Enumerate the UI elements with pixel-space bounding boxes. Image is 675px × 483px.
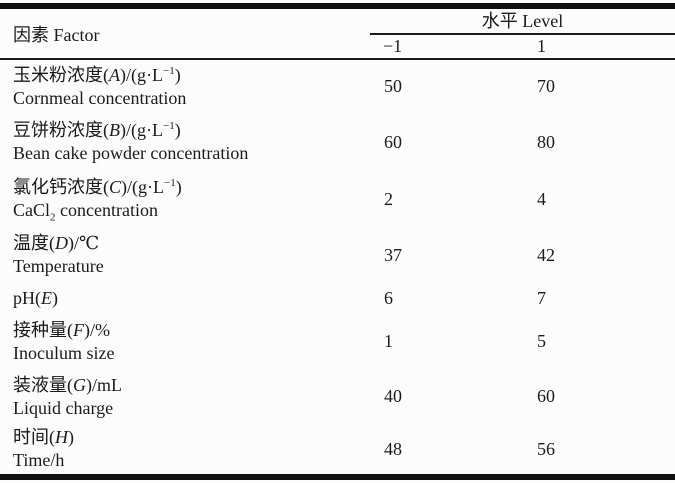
factor-label-zh: 氯化钙浓度(C)/(g·L−1) — [13, 177, 182, 197]
level-low-value: 6 — [384, 288, 393, 308]
factor-label-en: CaCl2 concentration — [13, 200, 158, 224]
factor-label-en: Temperature — [13, 256, 104, 276]
level-high-value: 4 — [537, 188, 546, 209]
table-row-time: 时间(H) Time/h 48 56 — [0, 424, 675, 474]
level-low-value: 50 — [384, 76, 402, 96]
factor-label-en: Time/h — [13, 450, 65, 470]
factor-label-zh: 装液量(G)/mL — [13, 374, 122, 395]
level-low-value: 2 — [384, 188, 393, 209]
factor-label-zh: pH(E) — [13, 288, 58, 308]
table-row-cornmeal: 玉米粉浓度(A)/(g·L−1) Cornmeal concentration … — [0, 60, 675, 113]
factor-level-table: 因素 Factor 水平 Level −1 1 玉米粉浓度(A)/(g·L−1)… — [0, 3, 675, 480]
factor-cell: 接种量(F)/% Inoculum size — [0, 319, 370, 365]
level-high-value: 7 — [537, 288, 546, 308]
level-high-value: 70 — [537, 76, 555, 96]
header-level-group: 水平 Level −1 1 — [370, 9, 675, 58]
factor-label-zh: 接种量(F)/% — [13, 319, 110, 340]
level-low-value: 40 — [384, 386, 402, 406]
level-high-value: 60 — [537, 386, 555, 406]
factor-label-en: Bean cake powder concentration — [13, 143, 249, 163]
level-high-value: 56 — [537, 438, 555, 459]
level-low-value: 1 — [384, 331, 393, 351]
table-header: 因素 Factor 水平 Level −1 1 — [0, 9, 675, 60]
factor-cell: 装液量(G)/mL Liquid charge — [0, 374, 370, 420]
header-level-low: −1 — [383, 36, 403, 56]
header-level-sub: −1 1 — [370, 35, 675, 58]
table-row-inoculum: 接种量(F)/% Inoculum size 1 5 — [0, 314, 675, 369]
table-row-cacl2: 氯化钙浓度(C)/(g·L−1) CaCl2 concentration 2 4 — [0, 171, 675, 227]
factor-cell: 时间(H) Time/h — [0, 426, 370, 472]
level-low-value: 37 — [384, 244, 402, 265]
factor-label-zh: 玉米粉浓度(A)/(g·L−1) — [13, 64, 181, 85]
header-factor: 因素 Factor — [13, 24, 100, 45]
factor-label-en: Liquid charge — [13, 397, 114, 418]
factor-label-en: Inoculum size — [13, 342, 115, 363]
level-high-value: 5 — [537, 331, 546, 351]
factor-label-zh: 时间(H) — [13, 427, 74, 447]
factor-cell: 豆饼粉浓度(B)/(g·L−1) Bean cake powder concen… — [0, 119, 370, 165]
table-row-ph: pH(E) 6 7 — [0, 283, 675, 314]
level-low-value: 48 — [384, 438, 402, 459]
table-row-bean-cake: 豆饼粉浓度(B)/(g·L−1) Bean cake powder concen… — [0, 113, 675, 171]
factor-label-zh: 温度(D)/℃ — [13, 233, 100, 253]
header-level-high: 1 — [537, 36, 546, 56]
factor-label-zh: 豆饼粉浓度(B)/(g·L−1) — [13, 120, 181, 140]
level-high-value: 80 — [537, 131, 555, 152]
factor-cell: 氯化钙浓度(C)/(g·L−1) CaCl2 concentration — [0, 176, 370, 224]
factor-cell: pH(E) — [0, 287, 370, 310]
table-row-liquid-charge: 装液量(G)/mL Liquid charge 40 60 — [0, 369, 675, 424]
level-low-value: 60 — [384, 131, 402, 152]
header-level: 水平 Level — [370, 9, 675, 35]
table-row-temperature: 温度(D)/℃ Temperature 37 42 — [0, 227, 675, 283]
factor-cell: 温度(D)/℃ Temperature — [0, 232, 370, 278]
factor-cell: 玉米粉浓度(A)/(g·L−1) Cornmeal concentration — [0, 64, 370, 110]
factor-label-en: Cornmeal concentration — [13, 87, 187, 108]
level-high-value: 42 — [537, 244, 555, 265]
